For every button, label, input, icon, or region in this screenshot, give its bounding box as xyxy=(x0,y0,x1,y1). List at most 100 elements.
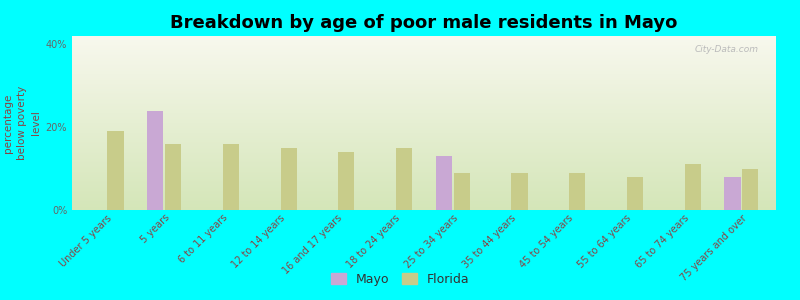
Bar xyxy=(72,115,776,116)
Bar xyxy=(72,74,776,75)
Bar xyxy=(72,94,776,95)
Bar xyxy=(72,58,776,59)
Bar xyxy=(72,164,776,165)
Bar xyxy=(72,198,776,199)
Bar xyxy=(72,93,776,94)
Bar xyxy=(72,42,776,43)
Bar xyxy=(72,131,776,132)
Bar xyxy=(72,140,776,141)
Bar xyxy=(72,63,776,64)
Bar xyxy=(72,102,776,103)
Bar xyxy=(72,43,776,44)
Bar xyxy=(72,190,776,191)
Bar xyxy=(72,61,776,62)
Bar xyxy=(72,162,776,163)
Bar xyxy=(72,116,776,117)
Bar xyxy=(72,51,776,52)
Bar xyxy=(72,156,776,157)
Bar xyxy=(72,59,776,60)
Bar xyxy=(72,121,776,122)
Bar xyxy=(72,149,776,150)
Bar xyxy=(72,41,776,42)
Bar xyxy=(72,110,776,111)
Bar xyxy=(72,118,776,119)
Bar xyxy=(72,139,776,140)
Bar xyxy=(72,48,776,49)
Bar xyxy=(72,141,776,142)
Bar xyxy=(72,88,776,89)
Bar xyxy=(72,112,776,113)
Bar xyxy=(72,195,776,196)
Bar xyxy=(72,52,776,53)
Bar xyxy=(72,177,776,178)
Bar xyxy=(72,152,776,153)
Bar xyxy=(72,80,776,81)
Bar xyxy=(72,95,776,96)
Bar xyxy=(72,169,776,170)
Bar xyxy=(72,144,776,145)
Bar xyxy=(72,136,776,137)
Bar xyxy=(72,159,776,160)
Bar xyxy=(72,86,776,87)
Bar xyxy=(72,122,776,123)
Bar xyxy=(72,138,776,139)
Bar xyxy=(72,50,776,51)
Bar xyxy=(72,176,776,177)
Bar xyxy=(72,132,776,133)
Bar xyxy=(72,129,776,130)
Legend: Mayo, Florida: Mayo, Florida xyxy=(326,268,474,291)
Bar xyxy=(72,189,776,190)
Bar xyxy=(72,97,776,98)
Bar xyxy=(72,64,776,65)
Bar xyxy=(72,103,776,104)
Bar xyxy=(72,66,776,67)
Bar xyxy=(72,184,776,185)
Bar xyxy=(72,62,776,63)
Bar xyxy=(72,150,776,151)
Bar xyxy=(72,186,776,187)
Bar xyxy=(165,144,182,210)
Bar xyxy=(72,206,776,207)
Bar xyxy=(72,105,776,106)
Bar xyxy=(72,148,776,149)
Bar xyxy=(72,123,776,124)
Bar xyxy=(72,142,776,143)
Bar xyxy=(742,169,758,210)
Bar xyxy=(72,181,776,182)
Bar xyxy=(72,197,776,198)
Bar xyxy=(72,167,776,168)
Bar xyxy=(72,99,776,100)
Bar xyxy=(72,67,776,68)
Bar xyxy=(72,117,776,118)
Bar xyxy=(281,148,297,210)
Bar xyxy=(72,207,776,208)
Bar xyxy=(72,77,776,78)
Bar xyxy=(72,202,776,203)
Bar xyxy=(72,160,776,161)
Bar xyxy=(72,108,776,109)
Bar xyxy=(436,156,452,210)
Bar xyxy=(72,145,776,146)
Bar xyxy=(72,208,776,209)
Bar xyxy=(72,91,776,92)
Bar xyxy=(72,172,776,173)
Bar xyxy=(72,111,776,112)
Bar xyxy=(72,55,776,56)
Bar xyxy=(72,96,776,97)
Bar xyxy=(72,200,776,201)
Bar xyxy=(72,49,776,50)
Bar xyxy=(72,100,776,101)
Bar xyxy=(72,40,776,41)
Bar xyxy=(72,89,776,90)
Bar xyxy=(72,209,776,210)
Bar xyxy=(72,119,776,120)
Y-axis label: percentage
below poverty
level: percentage below poverty level xyxy=(3,86,42,160)
Bar xyxy=(72,73,776,74)
Bar xyxy=(72,191,776,192)
Bar xyxy=(72,147,776,148)
Bar xyxy=(72,57,776,58)
Bar xyxy=(72,180,776,181)
Bar xyxy=(72,65,776,66)
Bar xyxy=(72,90,776,91)
Bar xyxy=(72,201,776,202)
